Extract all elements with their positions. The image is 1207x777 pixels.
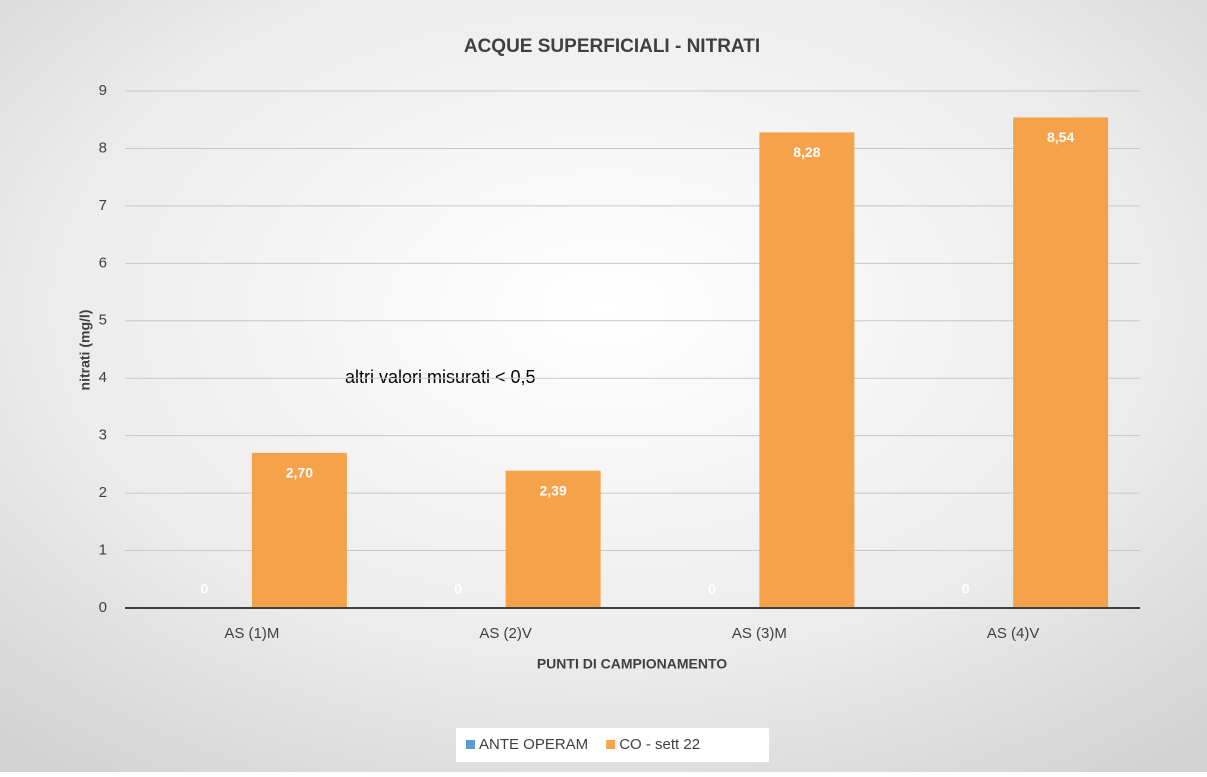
- bar: [505, 470, 601, 608]
- legend-label: ANTE OPERAM: [479, 736, 588, 753]
- legend-label: CO - sett 22: [619, 736, 700, 753]
- x-tick-label: AS (3)M: [732, 625, 787, 642]
- data-label: 0: [200, 581, 208, 597]
- data-label: 0: [962, 581, 970, 597]
- y-tick-label: 2: [99, 484, 107, 501]
- y-tick-label: 4: [99, 369, 107, 386]
- chart-title: ACQUE SUPERFICIALI - NITRATI: [464, 36, 760, 57]
- bar: [251, 452, 347, 608]
- data-label: 0: [454, 581, 462, 597]
- y-tick-label: 6: [99, 254, 107, 271]
- y-tick-label: 9: [99, 82, 107, 99]
- y-tick-label: 3: [99, 427, 107, 444]
- y-tick-label: 8: [99, 139, 107, 156]
- x-tick-label: AS (1)M: [224, 625, 279, 642]
- x-axis-title: PUNTI DI CAMPIONAMENTO: [537, 656, 727, 672]
- y-axis-title: nitrati (mg/l): [77, 310, 93, 391]
- data-label: 8,28: [793, 144, 820, 160]
- y-tick-label: 7: [99, 197, 107, 214]
- data-label: 2,39: [540, 482, 567, 498]
- data-label: 2,70: [286, 465, 313, 481]
- x-tick-label: AS (2)V: [479, 625, 532, 642]
- y-tick-label: 1: [99, 542, 107, 559]
- y-tick-label: 5: [99, 312, 107, 329]
- legend-swatch: [606, 740, 616, 749]
- data-label: 8,54: [1047, 129, 1074, 145]
- annotation: altri valori misurati < 0,5: [345, 367, 536, 387]
- y-tick-label: 0: [99, 599, 107, 616]
- bar: [759, 132, 855, 609]
- x-tick-label: AS (4)V: [987, 625, 1040, 642]
- bar: [1013, 117, 1109, 609]
- legend-swatch: [466, 740, 475, 749]
- data-label: 0: [708, 581, 716, 597]
